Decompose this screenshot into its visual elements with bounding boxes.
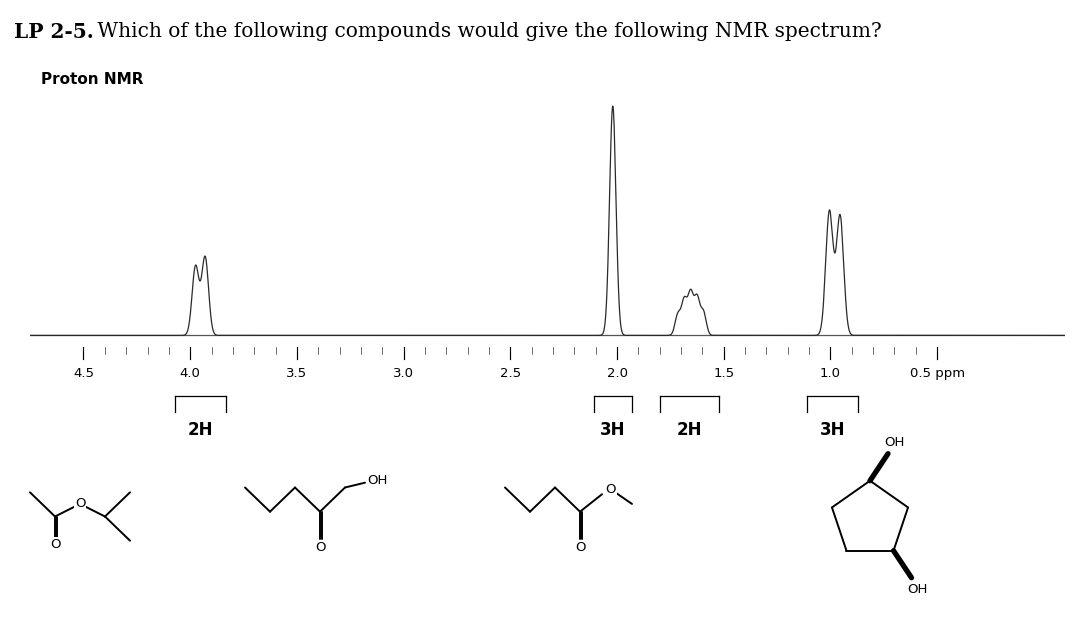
Text: Proton NMR: Proton NMR	[41, 72, 143, 87]
Text: O: O	[606, 483, 617, 496]
Text: Which of the following compounds would give the following NMR spectrum?: Which of the following compounds would g…	[91, 22, 882, 41]
Text: 2H: 2H	[188, 421, 214, 439]
Text: 3H: 3H	[820, 421, 846, 439]
Text: 3H: 3H	[600, 421, 625, 439]
Text: LP 2-5.: LP 2-5.	[14, 22, 94, 41]
Text: O: O	[74, 497, 85, 510]
Text: 0.5 ppm: 0.5 ppm	[909, 366, 965, 379]
Text: OH: OH	[367, 474, 387, 487]
Text: OH: OH	[883, 436, 904, 449]
Text: O: O	[49, 538, 60, 551]
Text: OH: OH	[907, 583, 928, 596]
Text: 2.0: 2.0	[607, 366, 627, 379]
Text: 1.5: 1.5	[713, 366, 734, 379]
Text: 3.5: 3.5	[286, 366, 308, 379]
Text: 2.5: 2.5	[499, 366, 521, 379]
Text: 2H: 2H	[677, 421, 703, 439]
Text: 4.5: 4.5	[73, 366, 94, 379]
Text: O: O	[315, 541, 325, 554]
Text: 4.0: 4.0	[180, 366, 200, 379]
Text: 1.0: 1.0	[820, 366, 841, 379]
Text: 3.0: 3.0	[393, 366, 414, 379]
Text: O: O	[575, 541, 585, 554]
